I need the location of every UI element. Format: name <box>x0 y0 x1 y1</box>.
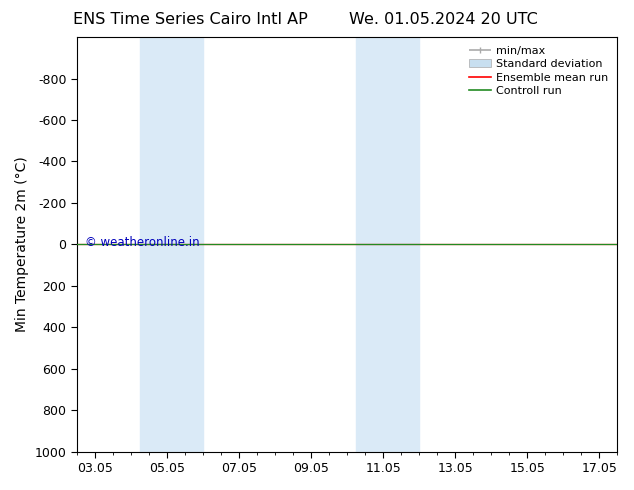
Bar <box>140 37 203 452</box>
Text: © weatheronline.in: © weatheronline.in <box>85 236 200 249</box>
Text: ENS Time Series Cairo Intl AP: ENS Time Series Cairo Intl AP <box>73 12 307 27</box>
Legend: min/max, Standard deviation, Ensemble mean run, Controll run: min/max, Standard deviation, Ensemble me… <box>465 43 612 99</box>
Text: We. 01.05.2024 20 UTC: We. 01.05.2024 20 UTC <box>349 12 538 27</box>
Bar <box>356 37 419 452</box>
Y-axis label: Min Temperature 2m (°C): Min Temperature 2m (°C) <box>15 156 29 332</box>
